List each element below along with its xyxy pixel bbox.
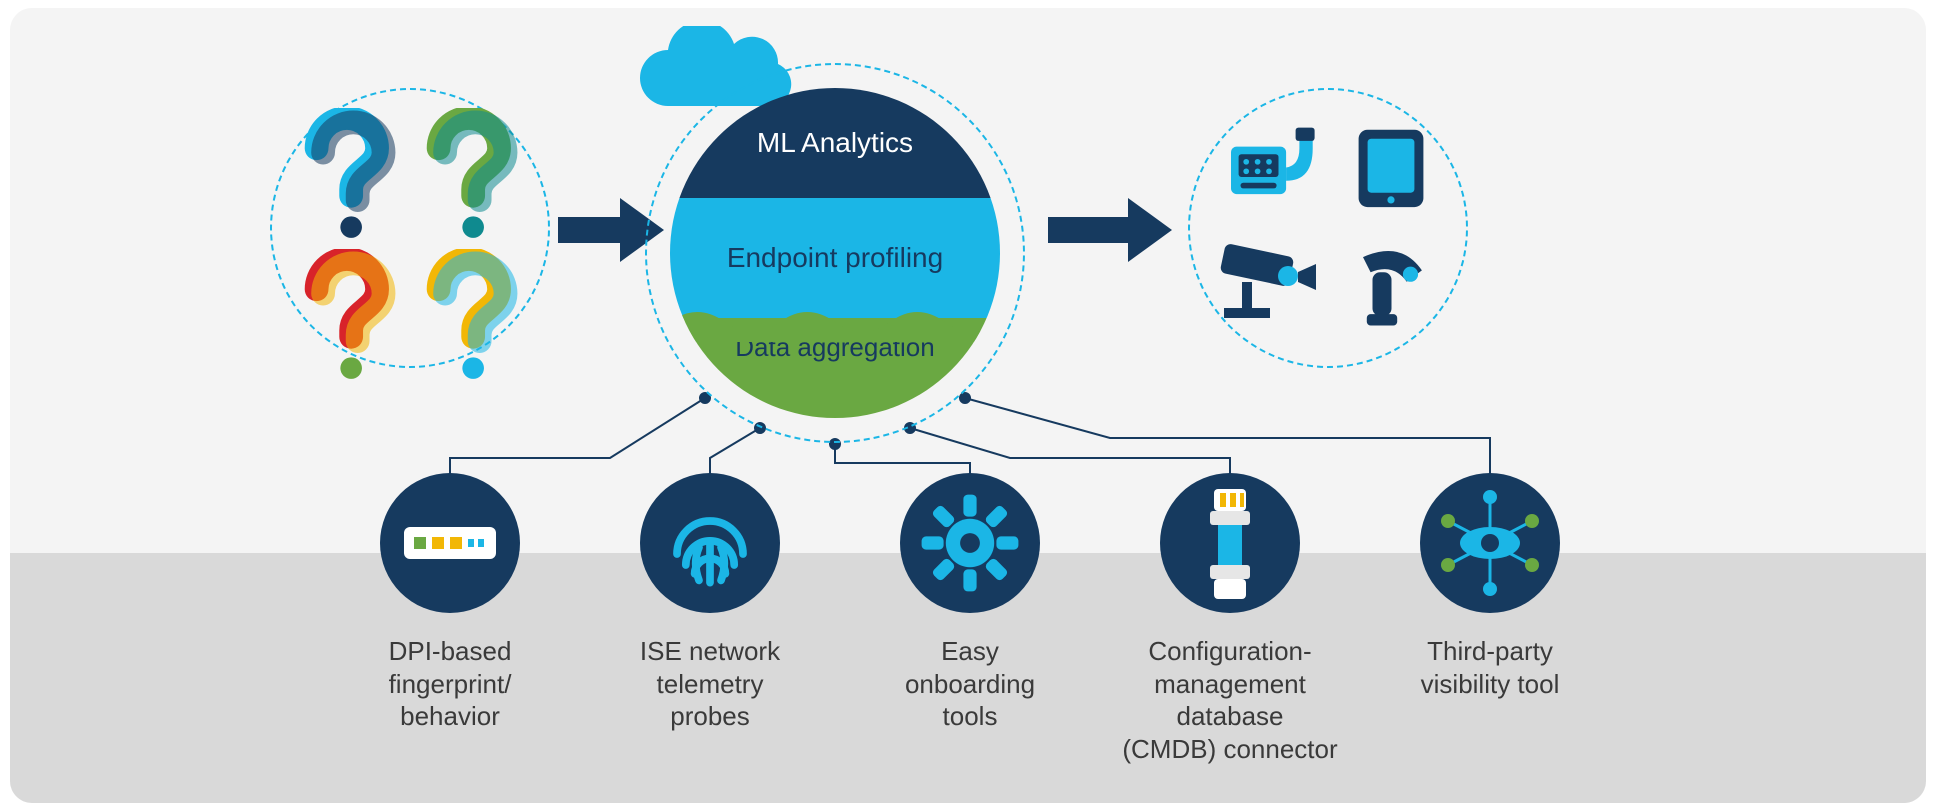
wave-divider [670,302,1000,342]
node-thirdparty: Third-party visibility tool [1380,473,1600,765]
node-dpi: DPI-based fingerprint/ behavior [340,473,560,765]
layer-endpoint-profiling: Endpoint profiling [670,198,1000,318]
node-cmdb: Configuration- management database (CMDB… [1120,473,1340,765]
scanner-icon [1344,240,1439,335]
switch-icon [380,473,520,613]
node-onboarding: Easy onboarding tools [860,473,1080,765]
cable-icon [1160,473,1300,613]
node-label: Configuration- management database (CMDB… [1120,635,1340,765]
center-stack: ML Analytics Endpoint profiling Data agg… [670,88,1000,418]
diagram-canvas: ML Analytics Endpoint profiling Data agg… [10,8,1926,803]
camera-icon [1214,242,1324,332]
node-label: ISE network telemetry probes [640,635,780,733]
question-mark-icon [295,249,403,384]
source-nodes: DPI-based fingerprint/ behavior ISE netw… [340,473,1600,765]
devices-group [1214,112,1444,342]
layer-ml-analytics: ML Analytics [670,88,1000,198]
arrow-right-icon [1048,198,1172,262]
layer-label: ML Analytics [757,127,913,159]
node-label: Easy onboarding tools [905,635,1035,733]
node-label: DPI-based fingerprint/ behavior [389,635,512,733]
layer-label: Endpoint profiling [727,242,943,274]
node-ise: ISE network telemetry probes [600,473,820,765]
node-label: Third-party visibility tool [1421,635,1560,700]
gear-icon [900,473,1040,613]
question-mark-icon [417,108,525,243]
phone-icon [1219,120,1319,215]
question-marks-group [295,108,525,348]
tablet-icon [1346,120,1436,215]
eye-network-icon [1420,473,1560,613]
fingerprint-icon [640,473,780,613]
question-mark-icon [417,249,525,384]
question-mark-icon [295,108,403,243]
